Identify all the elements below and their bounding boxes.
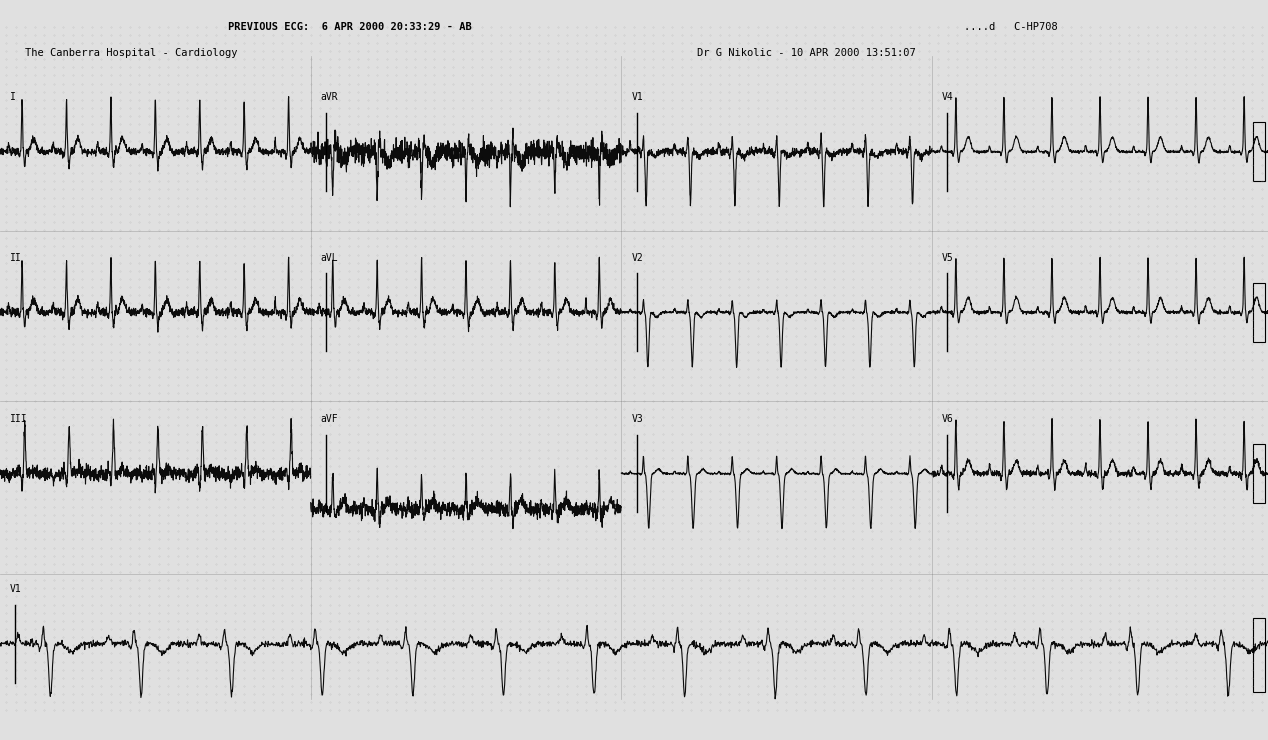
Text: I: I xyxy=(10,92,16,102)
Text: aVL: aVL xyxy=(321,253,339,263)
Text: ....d   C-HP708: ....d C-HP708 xyxy=(964,22,1058,33)
Text: V5: V5 xyxy=(942,253,954,263)
Text: V4: V4 xyxy=(942,92,954,102)
Text: The Canberra Hospital - Cardiology: The Canberra Hospital - Cardiology xyxy=(25,48,238,58)
Text: II: II xyxy=(10,253,22,263)
Text: aVF: aVF xyxy=(321,414,339,424)
Text: V6: V6 xyxy=(942,414,954,424)
Text: aVR: aVR xyxy=(321,92,339,102)
Text: Dr G Nikolic - 10 APR 2000 13:51:07: Dr G Nikolic - 10 APR 2000 13:51:07 xyxy=(697,48,917,58)
Text: V1: V1 xyxy=(631,92,643,102)
Bar xyxy=(1253,444,1265,503)
Bar xyxy=(1253,283,1265,342)
Text: V1: V1 xyxy=(10,585,22,594)
Bar xyxy=(1253,122,1265,181)
Text: PREVIOUS ECG:  6 APR 2000 20:33:29 - AB: PREVIOUS ECG: 6 APR 2000 20:33:29 - AB xyxy=(228,22,472,33)
Text: III: III xyxy=(10,414,28,424)
Text: V2: V2 xyxy=(631,253,643,263)
Text: V3: V3 xyxy=(631,414,643,424)
Bar xyxy=(1253,618,1265,692)
